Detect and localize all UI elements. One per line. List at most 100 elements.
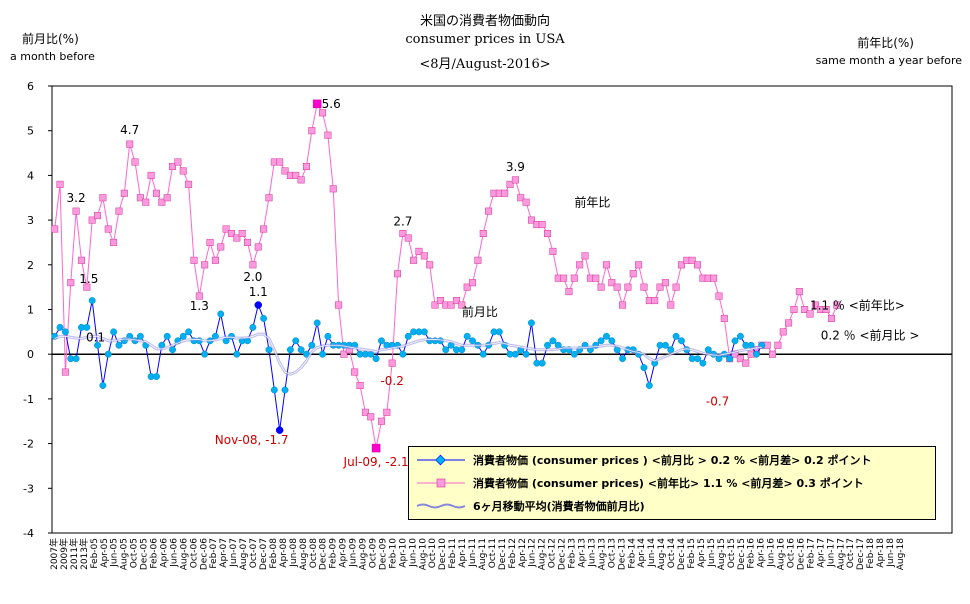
legend-ma-label: 6ヶ月移動平均(消費者物価前月比) (473, 500, 645, 513)
yoy-highlight-point (312, 99, 322, 109)
x-tick-label: Aug-16 (777, 538, 787, 571)
yoy-point (779, 328, 787, 336)
mom-highlight-point (254, 301, 262, 309)
chart-subtitle: consumer prices in USA (405, 32, 565, 47)
yoy-point (260, 225, 268, 233)
legend-yoy-label: 消費者物価 (consumer prices) <前年比> 1.1 % <前月差… (473, 477, 864, 490)
yoy-point (420, 252, 428, 260)
right-axis-title-en: same month a year before (815, 54, 962, 67)
yoy-point (163, 194, 171, 202)
x-tick-label: Apr-15 (697, 538, 707, 568)
mom-point (544, 341, 551, 349)
x-tick-label: 2013年 (78, 538, 90, 570)
x-tick-label: Feb-09 (329, 538, 339, 569)
x-tick-label: Aug-17 (836, 538, 846, 570)
x-tick-label: Aug-14 (657, 538, 667, 571)
yoy-point (501, 189, 509, 197)
yoy-point (592, 274, 600, 282)
legend: 消費者物価 (consumer prices ) <前月比 > 0.2 % <前… (408, 446, 936, 520)
yoy-point (115, 207, 123, 215)
x-tick-label: Feb-18 (866, 538, 876, 569)
yoy-point (388, 359, 396, 367)
mom-point (469, 337, 476, 345)
y-tick-label: 4 (27, 169, 34, 182)
yoy-point (833, 301, 841, 309)
data-label: Nov-08, -1.7 (215, 433, 289, 447)
x-tick-label: Jun-07 (229, 538, 239, 568)
mom-point (619, 355, 626, 363)
yoy-point (415, 247, 423, 255)
x-tick-label: Dec-10 (438, 538, 448, 570)
yoy-point (94, 212, 102, 220)
mom-point (83, 323, 91, 331)
x-tick-label: 2009年 (58, 538, 70, 570)
yoy-point (340, 350, 348, 358)
yoy-point (463, 283, 471, 291)
x-tick-label: Jun-18 (886, 538, 896, 568)
mom-point (179, 332, 187, 340)
yoy-point (485, 207, 493, 215)
yoy-point (688, 256, 696, 264)
mom-point (603, 332, 610, 340)
yoy-point (613, 283, 621, 291)
x-tick-label: Jun-14 (647, 538, 657, 568)
x-tick-label: Apr-14 (637, 538, 647, 568)
mom-point (672, 332, 680, 340)
yoy-point (77, 256, 85, 264)
yoy-point (560, 274, 568, 282)
yoy-point (565, 288, 573, 296)
yoy-point (120, 189, 128, 197)
x-tick-label: Feb-13 (568, 538, 578, 569)
yoy-point (399, 230, 407, 238)
mom-point (319, 350, 326, 358)
yoy-point (506, 180, 514, 188)
yoy-point (351, 368, 359, 376)
yoy-point (158, 198, 166, 206)
x-tick-label: Aug-07 (239, 538, 249, 570)
yoy-point (431, 301, 439, 309)
mom-point (597, 337, 605, 345)
x-tick-label: Dec-15 (737, 538, 747, 570)
yoy-point (597, 283, 605, 291)
data-label: -0.2 (380, 374, 403, 388)
yoy-point (276, 158, 284, 166)
yoy-point (608, 279, 616, 287)
yoy-point (265, 194, 273, 202)
mom-point (292, 337, 300, 345)
yoy-point (361, 408, 369, 416)
mom-point (522, 350, 530, 358)
yoy-point (319, 109, 327, 117)
data-label: 3.9 (506, 160, 525, 174)
mom-point (704, 346, 712, 354)
x-tick-label: Dec-05 (140, 538, 150, 570)
yoy-point (651, 297, 659, 305)
data-label: 1.5 (79, 272, 98, 286)
yoy-point (335, 301, 343, 309)
x-tick-label: Dec-12 (558, 538, 568, 570)
yoy-point (61, 368, 69, 376)
x-tick-label: Jun-10 (408, 538, 418, 568)
x-tick-label: Apr-05 (100, 538, 110, 568)
yoy-point (367, 413, 375, 421)
yoy-point (152, 189, 160, 197)
yoy-point (222, 225, 230, 233)
mom-point (479, 350, 487, 358)
yoy-point (110, 238, 118, 246)
x-tick-label: Apr-17 (816, 538, 826, 568)
yoy-point (806, 310, 814, 318)
x-tick-label: Feb-12 (508, 538, 518, 569)
x-tick-label: Oct-13 (607, 538, 617, 568)
yoy-point (211, 256, 219, 264)
yoy-point (452, 297, 460, 305)
x-tick-label: Feb-10 (388, 538, 398, 569)
yoy-point (694, 261, 702, 269)
yoy-point (297, 176, 305, 184)
yoy-point (195, 292, 203, 300)
x-tick-label: Apr-06 (160, 538, 170, 568)
y-tick-label: 6 (27, 80, 34, 93)
y-tick-label: 0 (27, 348, 34, 361)
x-tick-label: Jun-08 (289, 538, 299, 568)
x-tick-label: Oct-08 (309, 538, 319, 569)
yoy-point (72, 207, 80, 215)
yoy-point (142, 198, 150, 206)
